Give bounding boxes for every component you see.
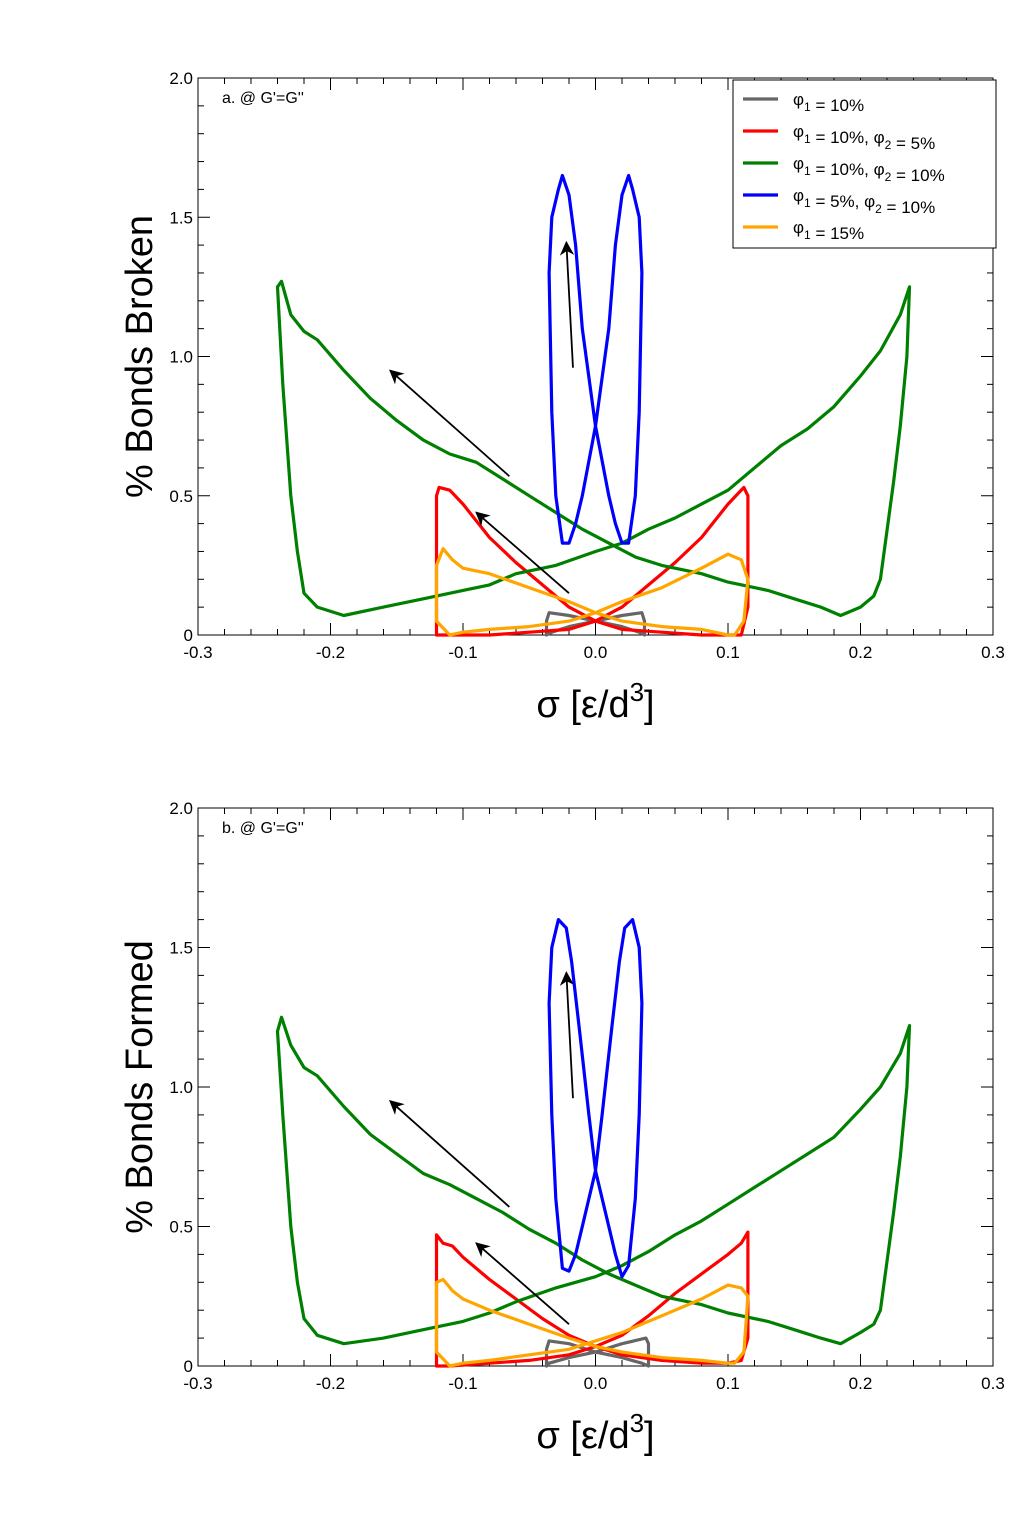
chart-panel-bonds-broken: -0.3 -0.2 -0.1 0.0 0.1 0.2 0.3 0 0.5 1.0 1.5 2.0 a. … xyxy=(119,69,1005,726)
x-tick-label: -0.1 xyxy=(448,1374,477,1393)
y-tick-label: 0.5 xyxy=(169,1218,193,1237)
series-line xyxy=(275,279,912,618)
y-tick-label: 2.0 xyxy=(169,69,193,88)
series-line xyxy=(544,1336,651,1368)
series-line xyxy=(547,918,644,1279)
x-tick-label: 0.1 xyxy=(716,1374,740,1393)
legend-entry: φ1 = 10%, φ2 = 10% xyxy=(793,154,945,185)
x-tick-label: 0.1 xyxy=(716,643,740,662)
panel-label: a. @ G'=G'' xyxy=(222,90,304,107)
y-tick-label: 0 xyxy=(184,1357,193,1376)
x-tick-label: -0.3 xyxy=(183,643,212,662)
y-tick-label: 2.0 xyxy=(169,799,193,818)
legend: φ1 = 10% φ1 = 10%, φ2 = 5%φ1 = 10%, φ2 = … xyxy=(732,79,997,249)
direction-arrow xyxy=(559,240,575,368)
legend-entry: φ1 = 5%, φ2 = 10% xyxy=(793,186,935,217)
y-tick-label: 1.0 xyxy=(169,348,193,367)
x-tick-label: 0.2 xyxy=(849,643,873,662)
legend-entry: φ1 = 15% xyxy=(793,218,864,243)
direction-arrow xyxy=(389,369,510,477)
panel-label: b. @ G'=G'' xyxy=(222,820,304,837)
direction-arrow xyxy=(389,1099,510,1208)
x-tick-label: -0.2 xyxy=(316,643,345,662)
x-tick-label: -0.1 xyxy=(448,643,477,662)
series-line xyxy=(544,611,647,637)
x-tick-label: 0.3 xyxy=(981,643,1005,662)
x-tick-label: -0.2 xyxy=(316,1374,345,1393)
y-tick-label: 1.5 xyxy=(169,208,193,227)
series-line xyxy=(275,1015,912,1346)
series-line xyxy=(434,1230,750,1368)
legend-entry: φ1 = 10%, φ2 = 5% xyxy=(793,122,935,153)
x-axis-label: σ [ε/d3] xyxy=(536,1408,654,1457)
x-tick-label: 0.0 xyxy=(584,643,608,662)
direction-arrow xyxy=(475,511,570,594)
direction-arrow xyxy=(475,1242,570,1325)
x-tick-label: 0.3 xyxy=(981,1374,1005,1393)
y-tick-label: 1.0 xyxy=(169,1078,193,1097)
plot-frame xyxy=(197,807,994,1367)
x-tick-label: 0.0 xyxy=(584,1374,608,1393)
series-line xyxy=(434,1277,750,1368)
series-line xyxy=(547,173,644,545)
x-tick-label: 0.2 xyxy=(849,1374,873,1393)
x-axis-label: σ [ε/d3] xyxy=(536,677,654,726)
y-axis-label: % Bonds Broken xyxy=(119,215,161,498)
series-line xyxy=(434,547,750,637)
y-tick-label: 0 xyxy=(184,626,193,645)
y-tick-label: 0.5 xyxy=(169,487,193,506)
y-axis-label: % Bonds Formed xyxy=(119,940,161,1234)
direction-arrow xyxy=(559,971,575,1099)
x-tick-label: -0.3 xyxy=(183,1374,212,1393)
chart-panel-bonds-formed: -0.3 -0.2 -0.1 0.0 0.1 0.2 0.3 0 0.5 1.0 1.5 2.0 b. … xyxy=(119,799,1005,1457)
y-tick-label: 1.5 xyxy=(169,939,193,958)
legend-entry: φ1 = 10% xyxy=(793,90,864,115)
